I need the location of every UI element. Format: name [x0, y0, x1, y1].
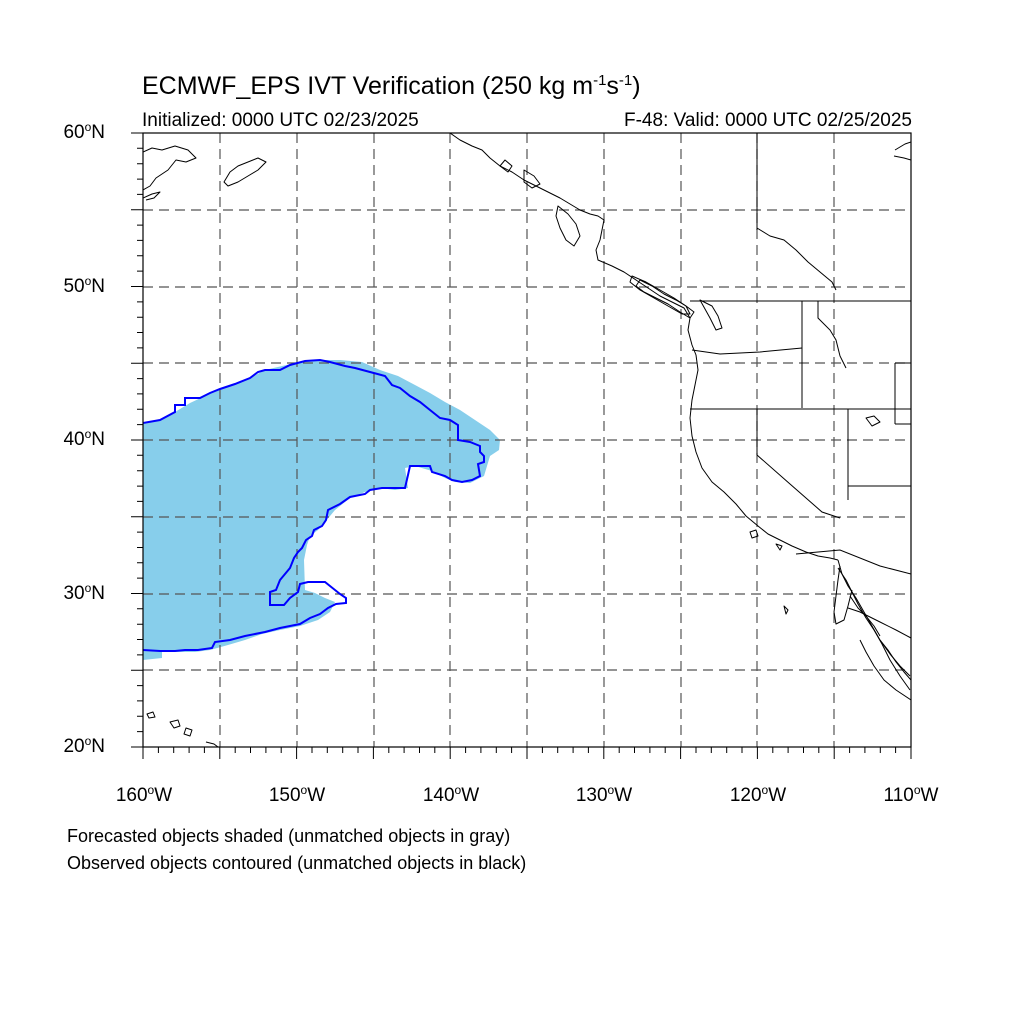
lat-label-20n: 20oN	[63, 734, 105, 757]
lat-label-40n: 40oN	[63, 427, 105, 450]
footnote-observed: Observed objects contoured (unmatched ob…	[67, 853, 527, 873]
political-boundaries	[690, 133, 911, 639]
lon-label-140w: 140oW	[422, 783, 480, 806]
footnote-forecast: Forecasted objects shaded (unmatched obj…	[67, 826, 511, 846]
grid-lines	[143, 133, 911, 747]
map-title: ECMWF_EPS IVT Verification (250 kg m-1s-…	[142, 72, 641, 100]
valid-time: F-48: Valid: 0000 UTC 02/25/2025	[624, 110, 912, 131]
coastlines	[143, 133, 911, 747]
observed-object-contour	[143, 358, 485, 652]
lon-label-160w: 160oW	[115, 783, 173, 806]
plot-frame	[142, 132, 912, 748]
lon-label-120w: 120oW	[729, 783, 787, 806]
initialized-time: Initialized: 0000 UTC 02/23/2025	[142, 110, 419, 131]
lon-label-150w: 150oW	[268, 783, 326, 806]
axis-ticks	[131, 132, 912, 759]
forecast-object-shaded	[143, 360, 500, 660]
lat-label-60n: 60oN	[63, 120, 105, 143]
lon-label-130w: 130oW	[575, 783, 633, 806]
lat-label-30n: 30oN	[63, 581, 105, 604]
lon-label-110w: 110oW	[883, 783, 939, 806]
lat-label-50n: 50oN	[63, 274, 105, 297]
